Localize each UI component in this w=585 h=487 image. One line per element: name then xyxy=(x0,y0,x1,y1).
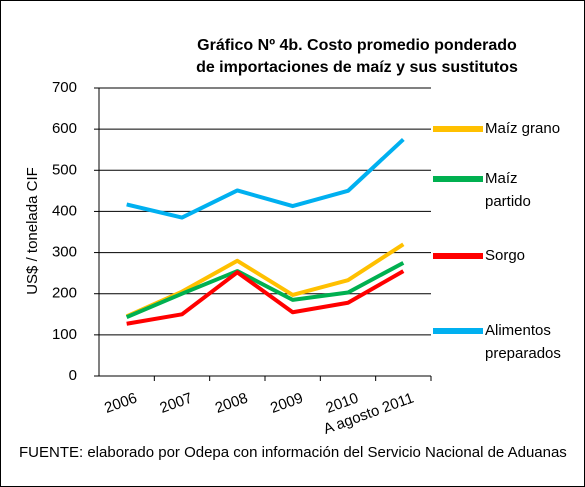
series-line xyxy=(126,269,405,326)
x-tick-label: 2009 xyxy=(268,390,305,417)
series-line xyxy=(126,137,405,220)
legend-label: Sorgo xyxy=(485,247,526,264)
y-tick-label: 300 xyxy=(52,244,77,261)
x-tick-label: 2008 xyxy=(213,390,250,417)
y-tick-label: 0 xyxy=(69,367,77,384)
series-line xyxy=(125,261,405,320)
chart-subtitle: de importaciones de maíz y sus sustituto… xyxy=(196,59,518,76)
y-tick-label: 100 xyxy=(52,326,77,343)
y-axis-title: US$ / tonelada CIF xyxy=(24,167,41,295)
x-tick-label: 2006 xyxy=(102,390,139,417)
y-tick-label: 200 xyxy=(52,285,77,302)
legend-label: Maíz grano xyxy=(485,120,561,137)
series-line xyxy=(125,242,405,319)
y-tick-label: 500 xyxy=(52,161,77,178)
x-tick-label: 2007 xyxy=(158,390,195,417)
y-tick-label: 400 xyxy=(52,202,77,219)
source-note: FUENTE: elaborado por Odepa con informac… xyxy=(19,444,567,461)
y-tick-label: 700 xyxy=(52,79,77,96)
y-tick-label: 600 xyxy=(52,120,77,137)
legend-label: Alimentos preparados xyxy=(485,322,561,362)
legend-label: Maíz partido xyxy=(485,170,531,210)
chart-title: Gráfico Nº 4b. Costo promedio ponderado xyxy=(197,37,517,54)
